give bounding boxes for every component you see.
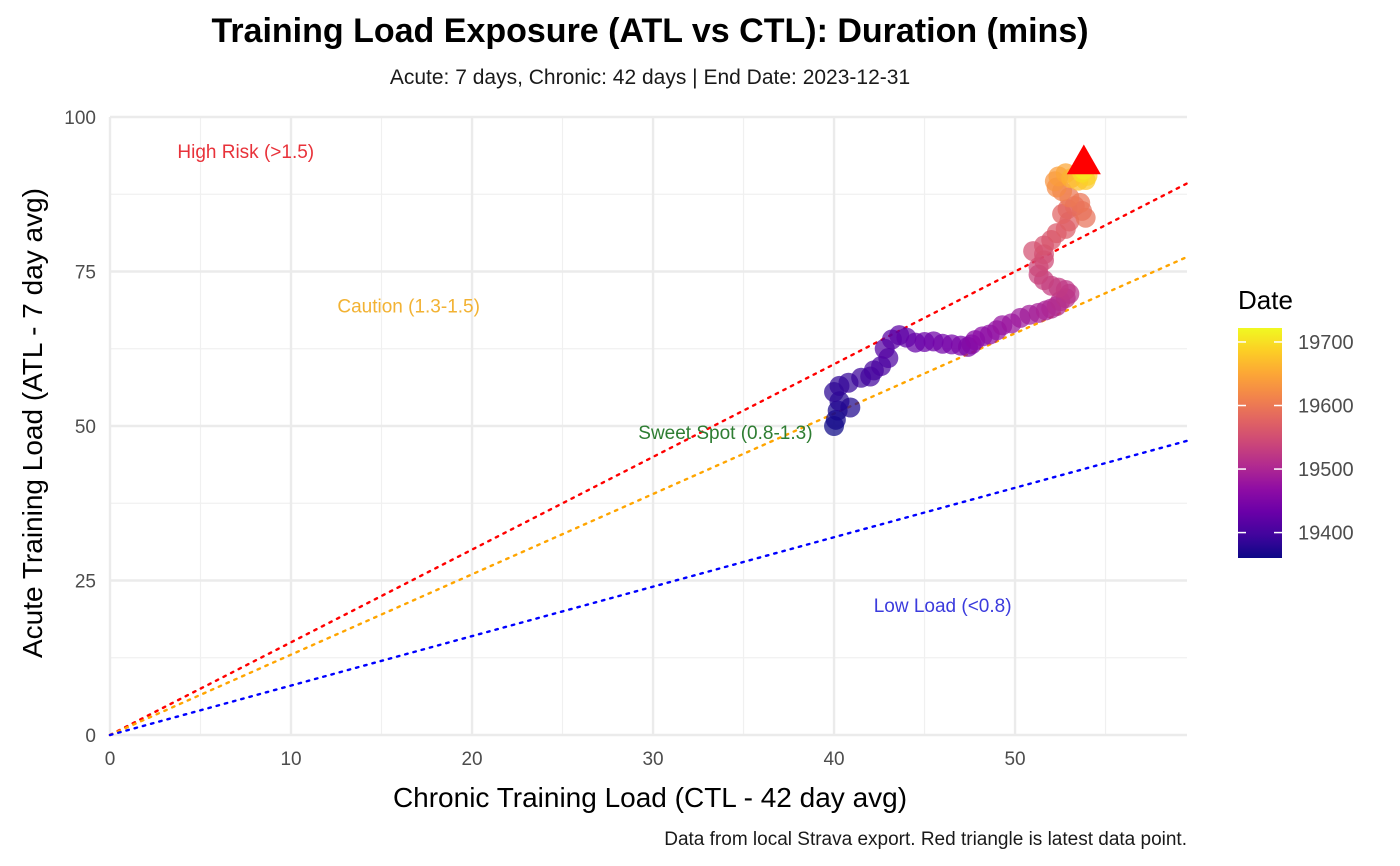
y-axis-title: Acute Training Load (ATL - 7 day avg) [17, 188, 48, 658]
latest-point-triangle [1066, 144, 1101, 175]
chart-caption: Data from local Strava export. Red trian… [664, 829, 1187, 850]
x-axis-title: Chronic Training Load (CTL - 42 day avg) [393, 782, 907, 813]
color-legend: Date 19400 19500 19600 19700 [1238, 285, 1354, 558]
x-tick-label: 50 [1004, 749, 1025, 770]
x-tick-label: 30 [642, 749, 663, 770]
y-tick-label: 0 [85, 726, 96, 747]
zone-label: Caution (1.3-1.5) [337, 296, 480, 317]
legend-colorbar [1238, 328, 1282, 558]
major-gridlines [108, 115, 1187, 737]
x-axis-ticks: 0 10 20 30 40 50 [105, 749, 1026, 770]
legend-title: Date [1238, 285, 1293, 315]
zone-label: Sweet Spot (0.8-1.3) [638, 423, 812, 444]
reference-line-0.8 [108, 439, 1189, 737]
y-axis-ticks: 0 25 50 75 100 [64, 108, 96, 747]
x-tick-label: 0 [105, 749, 116, 770]
legend-ticks: 19400 19500 19600 19700 [1238, 332, 1354, 545]
x-tick-label: 20 [461, 749, 482, 770]
chart-subtitle: Acute: 7 days, Chronic: 42 days | End Da… [390, 66, 910, 89]
y-tick-label: 100 [64, 108, 96, 129]
legend-tick-label: 19600 [1298, 396, 1354, 418]
legend-tick-label: 19400 [1298, 523, 1354, 545]
reference-line-1.5 [108, 182, 1189, 737]
latest-point-marker [1066, 144, 1101, 175]
x-tick-label: 40 [823, 749, 844, 770]
legend-tick-label: 19500 [1298, 459, 1354, 481]
y-tick-label: 75 [75, 263, 96, 284]
zone-label: Low Load (<0.8) [874, 596, 1012, 617]
x-tick-label: 10 [280, 749, 301, 770]
zone-label: High Risk (>1.5) [177, 142, 314, 163]
y-tick-label: 25 [75, 572, 96, 593]
y-tick-label: 50 [75, 417, 96, 438]
data-points [824, 159, 1098, 436]
reference-lines [108, 182, 1189, 737]
chart-title: Training Load Exposure (ATL vs CTL): Dur… [211, 12, 1088, 50]
zone-labels: High Risk (>1.5) Caution (1.3-1.5) Sweet S… [177, 142, 1011, 617]
reference-line-1.3 [108, 255, 1189, 737]
legend-tick-label: 19700 [1298, 332, 1354, 354]
